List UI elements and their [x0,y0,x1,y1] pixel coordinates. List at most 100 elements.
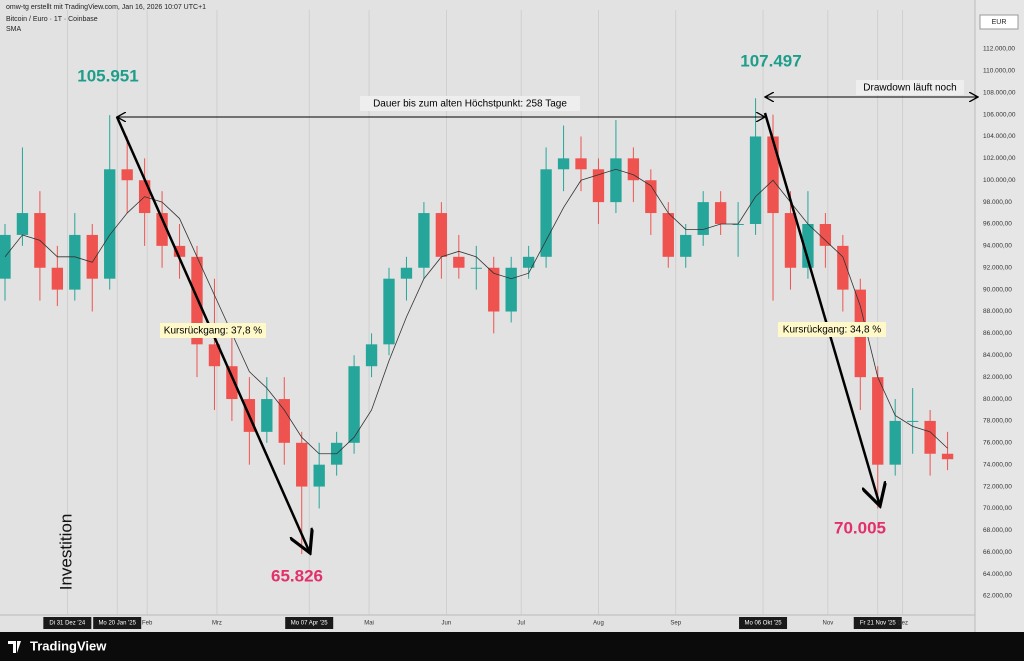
candle-body [435,213,448,257]
candle-body [208,344,221,367]
candle-body [470,267,482,269]
candle-body [802,223,814,268]
candle-body [714,202,727,224]
y-tick-label: 74.000,00 [983,461,1012,468]
candle-body [226,366,238,400]
label-box [360,96,580,111]
x-tick-label: Aug [593,621,604,627]
candle-body [278,399,290,443]
candle-body [592,169,605,203]
y-tick-label: 64.000,00 [983,571,1012,578]
candle-body [488,267,500,312]
candle-body [540,169,552,257]
y-tick-label: 96.000,00 [983,221,1012,228]
candle-body [784,213,797,268]
high-label: 105.951 [77,66,138,85]
candle-body [121,169,133,181]
candle-body [69,234,81,290]
price-axis [975,0,1024,632]
x-tick-label: Mo 20 Jan '25 [98,621,136,627]
y-tick-label: 98.000,00 [983,199,1012,206]
low-label: 70.005 [834,518,886,537]
candle-body [697,202,709,235]
x-tick-label: Di 31 Dez '24 [49,621,85,627]
currency: EUR [992,19,1007,26]
x-tick-label: Fr 21 Nov '25 [860,621,896,627]
candle-body [365,344,378,367]
y-tick-label: 70.000,00 [983,505,1012,512]
candle-body [767,136,779,214]
candle-body [680,234,692,257]
candle-body [51,267,64,290]
x-tick-label: Mrz [212,621,222,627]
y-tick-label: 82.000,00 [983,374,1012,381]
y-tick-label: 106.000,00 [983,111,1016,118]
candle-body [837,245,849,290]
candle-body [557,158,570,170]
indicator-name: SMA [6,26,22,33]
x-tick-label: Mo 06 Okt '25 [744,621,782,627]
high-label: 107.497 [740,51,801,70]
header-creator: omw-tg erstellt mit TradingView.com, Jan… [6,4,206,11]
candle-body [156,213,168,246]
candle-body [348,366,360,443]
x-tick-box [285,617,334,629]
y-tick-label: 68.000,00 [983,527,1012,534]
x-tick-box [43,617,92,629]
x-tick-label: Nov [823,621,834,627]
brand-logo [8,641,21,653]
candle-body [575,158,587,170]
candle-body [645,180,657,214]
candle-body [400,267,413,279]
symbol: Bitcoin / Euro · 1T · Coinbase [6,16,98,23]
y-tick-label: 84.000,00 [983,352,1012,359]
y-tick-label: 112.000,00 [983,46,1015,53]
x-tick-box [739,617,788,629]
decline-label: Kursrückgang: 37,8 % [164,326,262,337]
candle-body [627,158,640,181]
duration-label: Dauer bis zum alten Höchstpunkt: 258 Tag… [373,99,567,110]
candle-body [313,464,325,487]
x-tick-box [93,617,142,629]
y-tick-label: 66.000,00 [983,549,1012,556]
y-tick-label: 110.000,00 [983,68,1015,75]
candle-body [749,136,762,224]
drawdown-label: Drawdown läuft noch [863,83,956,94]
candle-body [261,399,273,432]
y-tick-label: 90.000,00 [983,286,1012,293]
y-tick-label: 62.000,00 [983,593,1012,600]
candle-body [941,453,954,460]
candle-body [732,223,744,225]
candle-body [906,420,919,422]
y-tick-label: 108.000,00 [983,89,1016,96]
x-tick-label: Sep [670,621,681,627]
candle-body [104,169,116,279]
x-tick-label: Jul [517,621,525,627]
candle-body [889,420,901,465]
candle-body [924,420,936,454]
y-tick-label: 94.000,00 [983,243,1012,250]
decline-arrow [763,112,880,506]
y-tick-label: 86.000,00 [983,330,1012,337]
y-tick-label: 102.000,00 [983,155,1016,162]
x-tick-label: Mo 07 Apr '25 [291,621,328,627]
y-tick-label: 100.000,00 [983,177,1016,184]
y-tick-label: 72.000,00 [983,483,1012,490]
candle-body [453,256,465,268]
candle-body [610,158,622,203]
label-box [160,323,266,338]
brand: TradingView [30,638,107,653]
x-tick-label: Mai [364,621,374,627]
y-tick-label: 88.000,00 [983,308,1012,315]
candle-body [296,442,308,487]
x-tick-label: Jun [442,621,452,627]
y-tick-label: 80.000,00 [983,396,1012,403]
candle-body [383,278,395,345]
y-tick-label: 76.000,00 [983,440,1012,447]
candle-body [662,213,674,257]
candle-body [819,223,832,246]
label-box [778,322,886,337]
y-tick-label: 92.000,00 [983,264,1012,271]
x-tick-label: Feb [142,621,153,627]
